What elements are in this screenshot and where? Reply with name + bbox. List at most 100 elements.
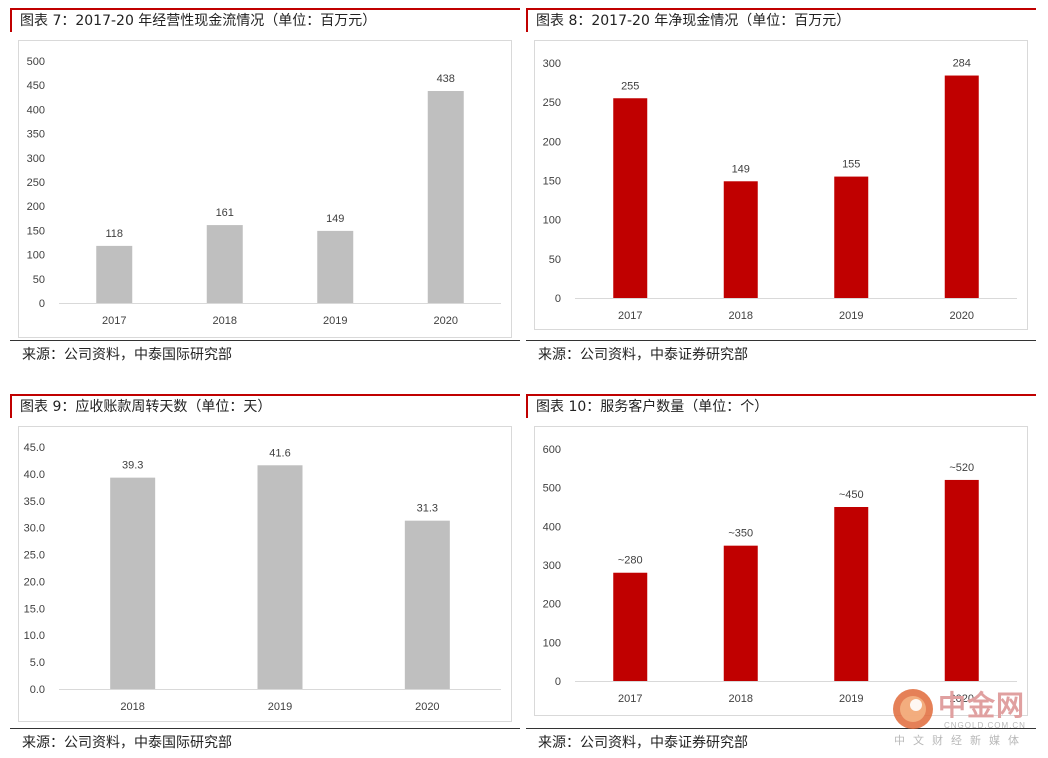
y-tick-label: 200 <box>543 136 561 148</box>
bar-chart-net-cash: 0 50 100 150 200 250 300 255 2017 149 2018 155 2019 2… <box>543 58 1017 322</box>
data-label-2017: 255 <box>621 80 639 92</box>
y-tick-label: 40.0 <box>24 469 45 481</box>
y-tick-label: 0 <box>39 298 45 310</box>
bar-2017 <box>96 245 133 303</box>
bar-chart-clients: 0 100 200 300 400 500 600 ~280 2017 ~350 2018 ~450 2… <box>543 444 1017 705</box>
y-tick-label: 200 <box>27 201 45 213</box>
y-tick-label: 45.0 <box>24 442 45 454</box>
data-label-2017: 118 <box>105 228 123 240</box>
x-tick-label: 2019 <box>839 693 863 705</box>
data-label-2019: 149 <box>326 213 344 225</box>
bar-chart-receivable-days: 0.0 5.0 10.0 15.0 20.0 25.0 30.0 35.0 40.0 45.0 39… <box>24 442 501 713</box>
bar-2018 <box>723 545 758 681</box>
bar-2019 <box>257 465 303 689</box>
y-tick-label: 400 <box>27 104 45 116</box>
y-tick-label: 35.0 <box>24 496 45 508</box>
bar-2019 <box>834 507 869 681</box>
chart-source: 来源：公司资料，中泰国际研究部 <box>10 340 520 369</box>
x-tick-label: 2018 <box>729 693 753 705</box>
data-label-2018: 149 <box>732 163 750 175</box>
x-tick-label: 2020 <box>415 701 439 713</box>
y-tick-label: 50 <box>33 274 45 286</box>
data-label-2018: 39.3 <box>122 460 143 472</box>
y-tick-label: 200 <box>543 599 561 611</box>
chart-source: 来源：公司资料，中泰证券研究部 <box>526 728 1036 757</box>
bar-2020 <box>944 479 979 681</box>
data-label-2020: ~520 <box>949 462 974 474</box>
y-tick-label: 150 <box>27 225 45 237</box>
chart-frame: 0 50 100 150 200 250 300 350 400 450 500 118 2017 161… <box>18 40 512 338</box>
chart-title: 图表 9：应收账款周转天数（单位：天） <box>10 394 520 418</box>
x-tick-label: 2018 <box>120 701 144 713</box>
x-tick-label: 2020 <box>434 315 458 327</box>
y-tick-label: 600 <box>543 444 561 456</box>
watermark: 中金网 CNGOLD.COM.CN 中文财经新媒体 <box>888 684 1038 750</box>
x-tick-label: 2020 <box>950 310 974 322</box>
data-label-2018: ~350 <box>728 528 753 540</box>
y-tick-label: 100 <box>27 250 45 262</box>
chart-title: 图表 10：服务客户数量（单位：个） <box>526 394 1036 418</box>
chart-panel-2: 图表 8：2017-20 年净现金情况（单位：百万元） 0 50 100 150 200… <box>526 8 1036 363</box>
data-label-2018: 161 <box>216 207 234 219</box>
y-tick-label: 100 <box>543 637 561 649</box>
y-tick-label: 20.0 <box>24 576 45 588</box>
y-tick-label: 300 <box>27 153 45 165</box>
bar-2020 <box>404 520 450 689</box>
data-label-2020: 438 <box>437 73 455 85</box>
data-label-2019: 155 <box>842 159 860 171</box>
data-label-2019: 41.6 <box>269 447 290 459</box>
y-tick-label: 450 <box>27 80 45 92</box>
y-tick-label: 10.0 <box>24 630 45 642</box>
x-tick-label: 2019 <box>839 310 863 322</box>
cngold-logo-icon <box>893 689 933 729</box>
x-tick-label: 2017 <box>102 315 126 327</box>
watermark-name: 中金网 <box>938 689 1026 722</box>
x-tick-label: 2017 <box>618 693 642 705</box>
bar-2017 <box>613 98 648 298</box>
chart-source: 来源：公司资料，中泰国际研究部 <box>10 728 520 757</box>
y-tick-label: 100 <box>543 215 561 227</box>
data-label-2020: 284 <box>953 58 971 70</box>
watermark-domain: CNGOLD.COM.CN <box>944 721 1026 730</box>
x-tick-label: 2017 <box>618 310 642 322</box>
bar-2020 <box>427 91 464 303</box>
bar-2018 <box>206 225 243 303</box>
chart-frame: 0 100 200 300 400 500 600 ~280 2017 ~350 2018 ~450 2… <box>534 426 1028 716</box>
chart-panel-3: 图表 9：应收账款周转天数（单位：天） 0.0 5.0 10.0 15.0 20.0 25… <box>10 394 520 751</box>
chart-panel-1: 图表 7：2017-20 年经营性现金流情况（单位：百万元） 0 50 100 150… <box>10 8 520 363</box>
y-tick-label: 250 <box>543 97 561 109</box>
watermark-subtitle: 中文财经新媒体 <box>894 734 1027 747</box>
y-tick-label: 30.0 <box>24 523 45 535</box>
data-label-2017: ~280 <box>618 555 643 567</box>
x-tick-label: 2020 <box>950 693 974 705</box>
data-label-2019: ~450 <box>839 489 864 501</box>
y-tick-label: 15.0 <box>24 603 45 615</box>
data-label-2020: 31.3 <box>417 503 438 515</box>
x-tick-label: 2019 <box>268 701 292 713</box>
y-tick-label: 0.0 <box>30 684 45 696</box>
chart-title: 图表 7：2017-20 年经营性现金流情况（单位：百万元） <box>10 8 520 32</box>
bar-2019 <box>834 176 869 298</box>
bar-2018 <box>110 477 156 689</box>
x-tick-label: 2018 <box>729 310 753 322</box>
chart-frame: 0 50 100 150 200 250 300 255 2017 149 2018 155 2019 2… <box>534 40 1028 330</box>
bar-2020 <box>944 75 979 299</box>
y-tick-label: 5.0 <box>30 657 45 669</box>
y-tick-label: 0 <box>555 293 561 305</box>
chart-title: 图表 8：2017-20 年净现金情况（单位：百万元） <box>526 8 1036 32</box>
y-tick-label: 0 <box>555 676 561 688</box>
y-tick-label: 300 <box>543 58 561 70</box>
y-tick-label: 500 <box>27 56 45 68</box>
chart-panel-4: 图表 10：服务客户数量（单位：个） 0 100 200 300 400 500 600 ~2… <box>526 394 1036 751</box>
y-tick-label: 250 <box>27 177 45 189</box>
chart-source: 来源：公司资料，中泰证券研究部 <box>526 340 1036 369</box>
y-tick-label: 50 <box>549 254 561 266</box>
chart-frame: 0.0 5.0 10.0 15.0 20.0 25.0 30.0 35.0 40.0 45.0 39… <box>18 426 512 722</box>
y-tick-label: 300 <box>543 560 561 572</box>
bar-2019 <box>317 230 354 303</box>
y-tick-label: 400 <box>543 521 561 533</box>
x-tick-label: 2018 <box>213 315 237 327</box>
y-tick-label: 25.0 <box>24 550 45 562</box>
y-tick-label: 500 <box>543 483 561 495</box>
bar-2017 <box>613 572 648 681</box>
